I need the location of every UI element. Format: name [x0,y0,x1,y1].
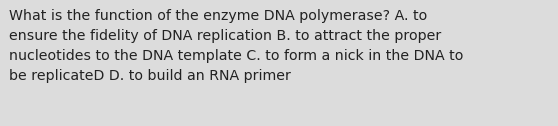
Text: What is the function of the enzyme DNA polymerase? A. to
ensure the fidelity of : What is the function of the enzyme DNA p… [9,9,463,83]
